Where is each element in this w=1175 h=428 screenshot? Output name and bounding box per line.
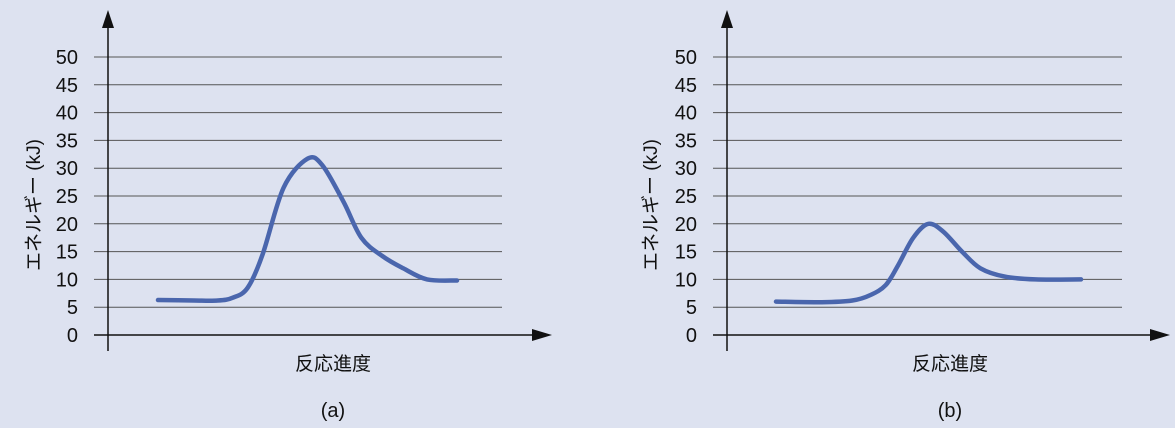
y-tick-label: 50 [56,47,78,69]
energy-curve [155,154,460,303]
y-tick-label: 5 [67,297,78,319]
y-tick-label: 25 [675,186,697,208]
chart-panel-a: エネルギー (kJ) 反応進度 (a) 0 5 10 15 20 25 30 35 40 45 50 [23,10,552,422]
y-tick-label: 20 [675,214,697,236]
y-tick-label: 0 [686,325,697,347]
y-tick-label: 5 [686,297,697,319]
y-tick-label: 35 [56,130,78,152]
energy-curve [773,221,1084,305]
y-tick-label: 30 [675,158,697,180]
y-axis-label: エネルギー (kJ) [23,139,45,271]
y-axis-arrow [721,10,733,28]
y-tick-label: 30 [56,158,78,180]
y-tick-label: 10 [56,269,78,291]
y-tick-label: 0 [67,325,78,347]
y-tick-label: 25 [56,186,78,208]
y-tick-label: 40 [56,103,78,125]
y-tick-label: 20 [56,214,78,236]
x-axis-arrow [532,329,552,341]
y-tick-label: 10 [675,269,697,291]
panel-label: (a) [321,400,345,422]
y-tick-label: 45 [56,75,78,97]
y-tick-label: 15 [56,242,78,264]
y-axis-label: エネルギー (kJ) [640,139,662,271]
y-tick-label: 40 [675,103,697,125]
chart-panel-b: エネルギー (kJ) 反応進度 (b) 0 5 10 15 20 25 30 35 40 45 50 [640,10,1170,422]
y-tick-label: 15 [675,242,697,264]
x-axis-arrow [1150,329,1170,341]
y-tick-label: 35 [675,130,697,152]
y-tick-label: 45 [675,75,697,97]
panel-label: (b) [938,400,962,422]
y-tick-label: 50 [675,47,697,69]
x-axis-label: 反応進度 [295,353,371,375]
x-axis-label: 反応進度 [912,353,988,375]
y-axis-arrow [102,10,114,28]
